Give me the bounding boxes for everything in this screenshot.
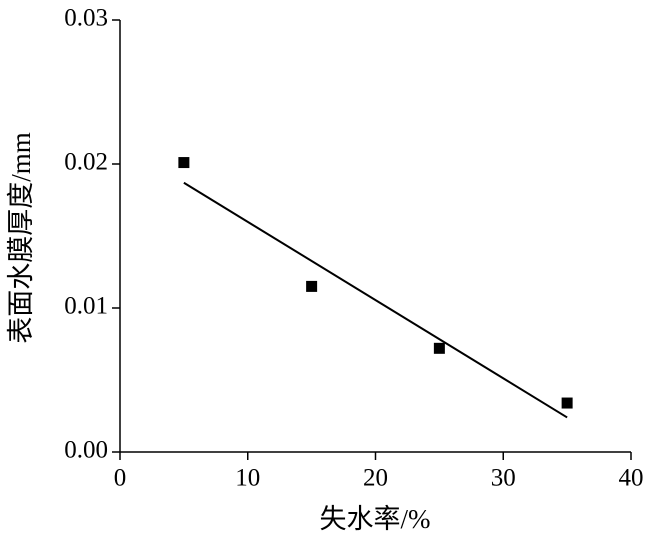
y-tick-label: 0.00	[64, 437, 108, 464]
y-tick-label: 0.02	[64, 149, 108, 176]
y-tick-label: 0.03	[64, 5, 108, 32]
point	[561, 397, 573, 409]
x-tick-label: 0	[114, 465, 127, 492]
x-tick-label: 40	[619, 465, 644, 492]
x-tick-label: 20	[363, 465, 388, 492]
y-tick-label: 0.01	[64, 293, 108, 320]
x-tick-label: 30	[491, 465, 516, 492]
point	[306, 280, 318, 292]
point	[433, 342, 445, 354]
x-axis-label: 失水率/%	[320, 504, 431, 534]
y-axis-label: 表面水膜厚度/mm	[6, 132, 36, 344]
fit-line	[183, 181, 568, 419]
point	[178, 157, 190, 169]
x-tick-label: 10	[235, 465, 260, 492]
